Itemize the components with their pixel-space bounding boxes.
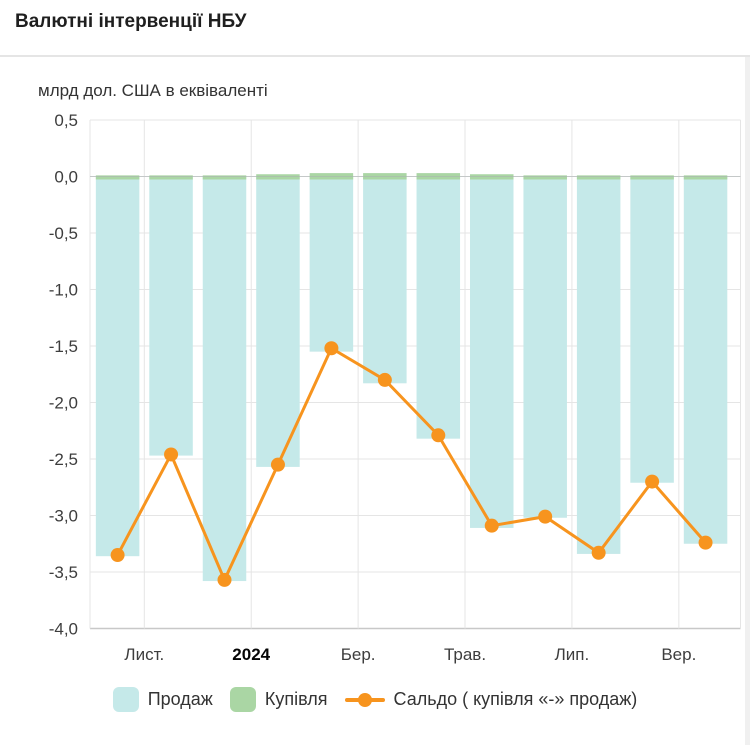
legend-label-buy: Купівля xyxy=(264,689,328,709)
saldo-polyline xyxy=(116,346,707,584)
y-tick-label: -1,0 xyxy=(49,281,78,300)
y-axis-labels: 0,5 0,0 -0,5 -1,0 -1,5 -2,0 -2,5 -3,0 -3,5 -4,0 xyxy=(49,111,78,639)
saldo-point[interactable] xyxy=(538,509,553,524)
saldo-point[interactable] xyxy=(164,447,179,462)
legend-label-sell: Продаж xyxy=(147,689,213,709)
bar-buy[interactable] xyxy=(202,175,247,180)
saldo-point[interactable] xyxy=(431,428,446,443)
bar-buy[interactable] xyxy=(576,175,621,180)
page-title: Валютні інтервенції НБУ xyxy=(15,11,247,32)
bar-sell[interactable] xyxy=(523,176,567,518)
saldo-point[interactable] xyxy=(270,457,285,472)
x-tick-label: Вер. xyxy=(661,645,696,664)
saldo-line-dot-icon xyxy=(344,692,385,707)
x-axis-labels: Лист. 2024 Бер. Трав. Лип. Вер. xyxy=(124,645,696,664)
saldo-line xyxy=(110,341,713,587)
bar-buy[interactable] xyxy=(683,175,728,180)
legend-item-saldo[interactable]: Сальдо ( купівля «-» продаж) xyxy=(344,689,638,710)
saldo-point[interactable] xyxy=(645,474,660,489)
bar-buy[interactable] xyxy=(95,175,140,180)
bar-sell[interactable] xyxy=(363,176,407,384)
saldo-point[interactable] xyxy=(217,572,232,587)
x-tick-label: 2024 xyxy=(232,645,270,664)
y-tick-label: -2,0 xyxy=(49,394,78,413)
bar-sell[interactable] xyxy=(416,176,461,439)
bar-buy[interactable] xyxy=(149,175,193,180)
bar-sell[interactable] xyxy=(149,176,193,456)
bar-sell[interactable] xyxy=(202,176,247,582)
saldo-point[interactable] xyxy=(484,518,499,533)
y-tick-label: -3,0 xyxy=(49,507,78,526)
x-tick-label: Лип. xyxy=(555,645,590,664)
buy-swatch-icon xyxy=(229,687,256,712)
bar-sell[interactable] xyxy=(309,176,354,352)
saldo-point[interactable] xyxy=(698,535,713,550)
x-tick-label: Лист. xyxy=(124,645,164,664)
chart-unit-label: млрд дол. США в еквіваленті xyxy=(38,81,268,100)
legend-item-buy[interactable]: Купівля xyxy=(229,687,328,712)
y-tick-label: -2,5 xyxy=(49,450,78,469)
chart-legend: Продаж Купівля Сальдо ( купівля «-» прод… xyxy=(0,686,750,713)
bar-sell[interactable] xyxy=(470,176,514,528)
saldo-dot-icon xyxy=(357,692,372,707)
x-tick-label: Трав. xyxy=(444,645,486,664)
bar-sell[interactable] xyxy=(683,176,728,544)
y-tick-label: 0,5 xyxy=(54,111,78,130)
x-tick-label: Бер. xyxy=(341,645,376,664)
y-tick-label: -0,5 xyxy=(49,224,78,243)
bar-buy[interactable] xyxy=(630,175,674,180)
sell-bars xyxy=(95,176,728,582)
y-tick-label: -1,5 xyxy=(49,337,78,356)
y-tick-label: 0,0 xyxy=(54,168,78,187)
saldo-point[interactable] xyxy=(110,548,125,563)
y-tick-label: -3,5 xyxy=(49,563,78,582)
chart-canvas[interactable]: 0,5 0,0 -0,5 -1,0 -1,5 -2,0 -2,5 -3,0 -3,5 -4,0 Ли… xyxy=(0,57,750,745)
bar-sell[interactable] xyxy=(576,176,621,554)
bar-sell[interactable] xyxy=(630,176,674,483)
bar-sell[interactable] xyxy=(95,176,140,557)
bar-buy[interactable] xyxy=(523,175,567,180)
saldo-point[interactable] xyxy=(377,372,392,387)
bar-sell[interactable] xyxy=(256,176,300,467)
legend-label-saldo: Сальдо ( купівля «-» продаж) xyxy=(393,689,638,709)
y-tick-label: -4,0 xyxy=(49,620,78,639)
saldo-point[interactable] xyxy=(591,545,606,560)
saldo-point[interactable] xyxy=(324,341,339,356)
page-edge-strip xyxy=(745,57,750,745)
legend-item-sell[interactable]: Продаж xyxy=(112,687,213,712)
sell-swatch-icon xyxy=(112,687,139,712)
header: Валютні інтервенції НБУ xyxy=(0,0,750,57)
